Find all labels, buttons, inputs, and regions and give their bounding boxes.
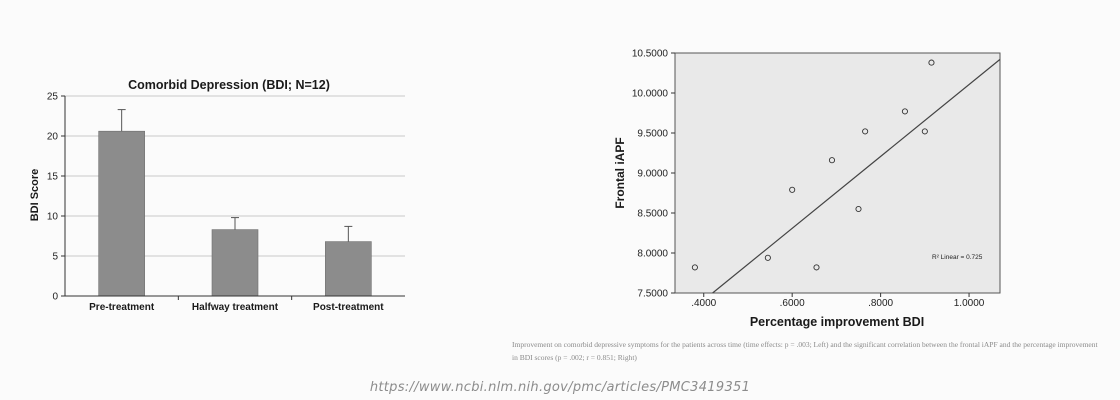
scatter-point bbox=[789, 186, 796, 193]
bar-marks bbox=[98, 109, 372, 297]
bar-y-tick-label: 5 bbox=[52, 252, 58, 263]
scatter-y-ticks: 7.5000 8.0000 8.5000 9.0000 9.5000 10.0000 10.… bbox=[632, 49, 675, 300]
scatter-x-tick-label: .6000 bbox=[780, 298, 805, 309]
scatter-x-tick-label: 1.0000 bbox=[954, 298, 985, 309]
scatter-point bbox=[928, 59, 935, 66]
bar-y-tick-label: 10 bbox=[47, 212, 59, 223]
source-url: https://www.ncbi.nlm.nih.gov/pmc/article… bbox=[369, 380, 751, 395]
scatter-chart: 7.5000 8.0000 8.5000 9.0000 9.5000 10.0000 10.… bbox=[613, 49, 1001, 329]
scatter-point bbox=[921, 128, 928, 135]
bar-x-tick-label: Pre-treatment bbox=[89, 302, 155, 313]
bar-x-tick-label: Halfway treatment bbox=[192, 302, 279, 313]
scatter-y-tick-label: 8.0000 bbox=[637, 249, 668, 260]
scatter-x-ticks: .4000 .6000 .8000 1.0000 bbox=[691, 293, 985, 309]
scatter-points bbox=[691, 59, 935, 271]
scatter-point bbox=[813, 264, 820, 271]
bar-y-tick-label: 15 bbox=[47, 172, 59, 183]
scatter-y-tick-label: 10.5000 bbox=[632, 49, 669, 60]
bar bbox=[211, 229, 259, 297]
bar-x-ticks: Pre-treatment Halfway treatment Post-treat… bbox=[89, 296, 384, 313]
scatter-x-axis-label: Percentage improvement BDI bbox=[750, 315, 924, 329]
scatter-point bbox=[901, 108, 908, 115]
scatter-y-axis-label: Frontal iAPF bbox=[613, 137, 627, 208]
bar-chart: Comorbid Depression (BDI; N=12) BDI Scor… bbox=[29, 78, 405, 313]
r-squared-annotation: R² Linear = 0.725 bbox=[932, 254, 983, 261]
bar bbox=[325, 241, 372, 297]
bar-axes bbox=[64, 96, 405, 297]
scatter-x-tick-label: .4000 bbox=[691, 298, 716, 309]
bar-y-ticks: 0 5 10 15 20 25 bbox=[47, 92, 65, 303]
scatter-point bbox=[828, 157, 836, 164]
scatter-point bbox=[764, 254, 771, 261]
bar-y-tick-label: 0 bbox=[52, 292, 58, 303]
scatter-y-tick-label: 8.5000 bbox=[637, 209, 668, 220]
scatter-point bbox=[855, 205, 862, 213]
scatter-x-tick-label: .8000 bbox=[868, 298, 893, 309]
scatter-point bbox=[691, 264, 698, 271]
bar-y-tick-label: 25 bbox=[47, 92, 59, 103]
scatter-y-tick-label: 9.0000 bbox=[637, 169, 668, 180]
figure-caption: Improvement on comorbid depressive sympt… bbox=[512, 340, 1098, 362]
scatter-plot-background bbox=[674, 52, 1001, 294]
bar-chart-title: Comorbid Depression (BDI; N=12) bbox=[128, 78, 330, 92]
scatter-point bbox=[862, 128, 869, 135]
bar-y-tick-label: 20 bbox=[47, 132, 59, 143]
bar bbox=[98, 130, 145, 297]
scatter-y-tick-label: 10.0000 bbox=[632, 89, 669, 100]
bar-x-tick-label: Post-treatment bbox=[313, 302, 384, 313]
scatter-fit-line bbox=[712, 58, 1001, 294]
scatter-y-tick-label: 9.5000 bbox=[637, 129, 668, 140]
bar-chart-y-axis-label: BDI Score bbox=[29, 169, 41, 222]
scatter-y-tick-label: 7.5000 bbox=[637, 289, 668, 300]
